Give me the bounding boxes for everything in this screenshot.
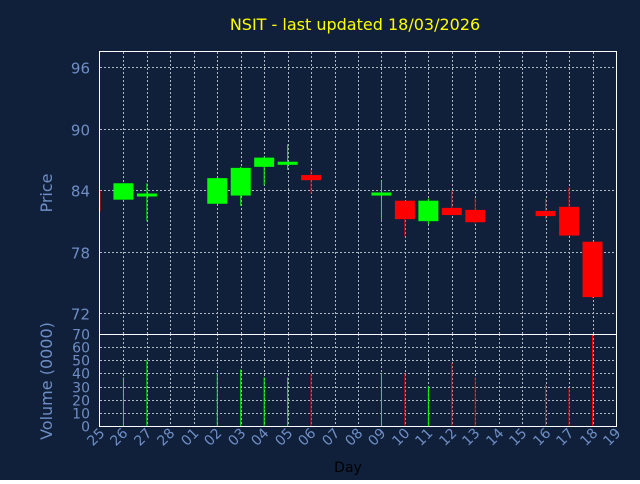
candle-body (207, 178, 228, 204)
candle-body (535, 210, 556, 217)
candle-body (582, 241, 603, 298)
x-axis-label: Day (334, 460, 362, 476)
volume-gridlines (100, 334, 616, 426)
candle-body (371, 192, 392, 196)
candle-body (394, 200, 415, 220)
volume-plot-border (99, 334, 617, 427)
candle-body (301, 175, 322, 181)
volume-tick-label: 10 (72, 407, 90, 423)
volume-tick-label: 20 (72, 394, 90, 410)
volume-tick-label: 60 (72, 341, 90, 357)
candle-body (441, 207, 462, 216)
volume-tick-label: 70 (72, 328, 90, 344)
volume-tick-label: 50 (72, 354, 90, 370)
price-axis-ticks: 72 78 84 90 96 (71, 60, 90, 324)
candle-body (277, 161, 298, 165)
candle-body (113, 183, 134, 200)
day-axis-ticks: 25 26 27 28 01 02 03 04 05 06 07 08 09 10 11 12 13 14 15 16… (84, 425, 624, 449)
chart-title: NSIT - last updated 18/03/2026 (230, 15, 480, 34)
candle-body (418, 200, 439, 222)
candle-body (559, 206, 580, 236)
candle-body (230, 167, 251, 196)
candlesticks (99, 144, 603, 299)
price-tick-label: 90 (71, 122, 90, 140)
volume-tick-label: 0 (81, 420, 90, 436)
price-axis-label: Price (37, 173, 56, 212)
candle-body (136, 193, 157, 197)
price-tick-label: 96 (71, 60, 90, 78)
volume-tick-label: 30 (72, 381, 90, 397)
volume-bars (122, 334, 594, 426)
volume-tick-label: 40 (72, 367, 90, 383)
volume-axis-label: Volume (0000) (37, 322, 56, 440)
price-tick-label: 78 (71, 245, 90, 263)
candle-body (465, 209, 486, 223)
price-tick-label: 84 (71, 183, 90, 201)
price-tick-label: 72 (71, 306, 90, 324)
candle-body (254, 157, 275, 167)
